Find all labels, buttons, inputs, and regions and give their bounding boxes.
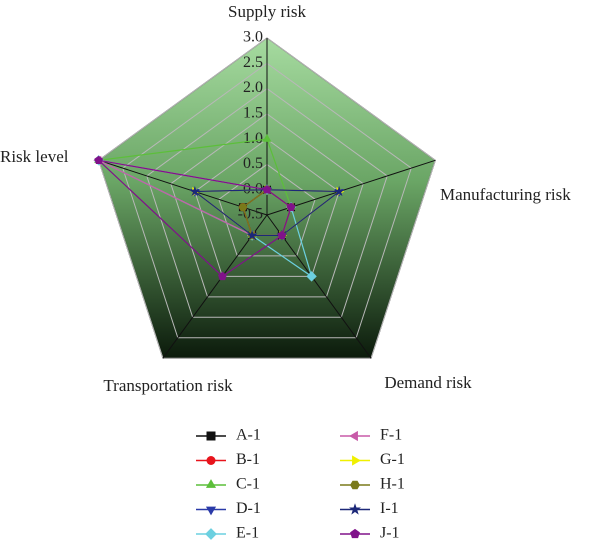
grid-ring	[98, 37, 436, 359]
grid-ring	[218, 163, 316, 257]
marker	[350, 528, 360, 539]
legend-label: C-1	[236, 476, 260, 493]
marker	[205, 528, 217, 540]
axis-label: Risk level	[0, 147, 69, 166]
r-tick-label: 3.0	[243, 29, 263, 46]
marker	[189, 185, 201, 197]
legend-label: A-1	[236, 427, 261, 444]
series-line	[193, 189, 341, 237]
marker	[349, 430, 358, 442]
grid-ring	[146, 87, 388, 318]
marker	[349, 503, 361, 515]
marker	[350, 480, 360, 490]
marker	[205, 479, 217, 488]
grid-ring	[194, 138, 340, 277]
r-tick-label: 1.0	[243, 130, 263, 147]
r-tick-label: 0.0	[243, 180, 263, 197]
legend-label: F-1	[380, 427, 402, 444]
marker	[286, 202, 296, 211]
axis-label: Supply risk	[228, 2, 306, 21]
axis-label: Manufacturing risk	[440, 185, 571, 204]
legend-label: B-1	[236, 451, 260, 468]
r-tick-label: 1.5	[243, 105, 263, 122]
marker	[218, 271, 227, 281]
r-tick-label: 2.5	[243, 54, 263, 71]
series-line	[96, 159, 292, 278]
marker	[246, 229, 258, 240]
legend-label: H-1	[380, 476, 405, 493]
r-tick-label: 0.5	[243, 155, 263, 172]
legend-label: I-1	[380, 500, 399, 517]
legend-label: D-1	[236, 500, 261, 517]
grid-ring	[170, 113, 364, 298]
marker	[333, 185, 345, 197]
marker	[206, 456, 216, 465]
marker	[277, 230, 287, 240]
marker	[262, 185, 272, 194]
legend-label: E-1	[236, 525, 259, 541]
legend-label: G-1	[380, 451, 405, 468]
spoke	[98, 159, 268, 216]
marker	[352, 455, 361, 466]
marker	[306, 271, 317, 282]
marker	[262, 133, 272, 142]
grid-ring	[122, 62, 412, 339]
r-tick-label: 2.0	[243, 79, 263, 96]
marker	[206, 431, 216, 441]
axis-label: Transportation risk	[103, 376, 233, 395]
marker	[205, 506, 217, 516]
axis-label: Demand risk	[384, 373, 472, 392]
marker	[94, 155, 104, 165]
marker	[238, 203, 248, 211]
legend-label: J-1	[380, 525, 400, 541]
